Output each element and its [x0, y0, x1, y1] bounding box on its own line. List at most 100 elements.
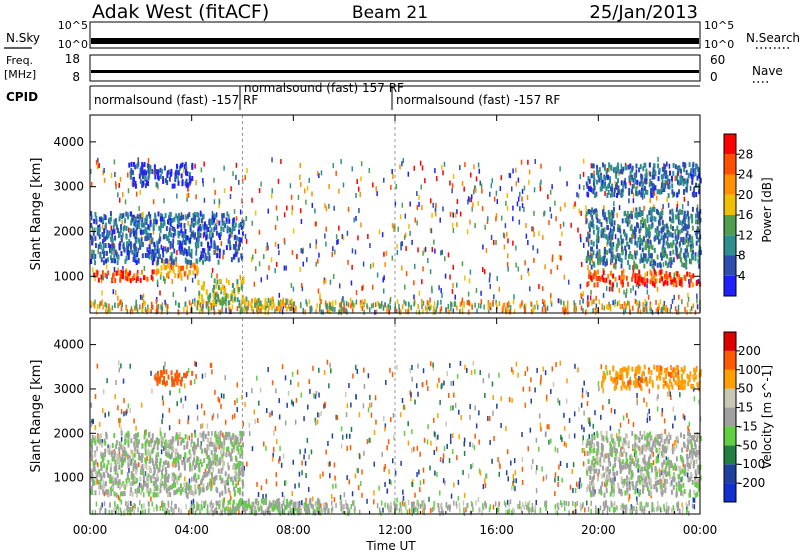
velocity-scatter-point	[446, 371, 449, 377]
velocity-scatter-point	[274, 426, 277, 432]
power-echo-cell	[597, 260, 600, 266]
velocity-ground-point	[109, 502, 111, 508]
velocity-scatter-point	[310, 449, 313, 455]
velocity-scatter-point	[327, 461, 330, 467]
power-scatter-point	[93, 303, 96, 309]
power-scatter-point	[381, 232, 384, 238]
power-scatter-point	[361, 285, 363, 291]
power-ground-point	[121, 302, 123, 308]
velocity-scatter-point	[316, 412, 319, 418]
power-echo-cell	[682, 226, 685, 232]
power-ground-point	[211, 302, 214, 308]
power-echo-cell	[589, 186, 592, 192]
power-scatter-point	[371, 284, 374, 290]
velocity-scatter-point	[229, 490, 231, 496]
power-scatter-point	[696, 304, 699, 310]
power-scatter-point	[308, 177, 311, 183]
power-echo-cell	[587, 176, 590, 182]
power-echo-cell	[646, 243, 649, 249]
power-scatter-point	[231, 232, 233, 238]
velocity-ground-point	[449, 504, 451, 510]
power-scatter-point	[399, 164, 401, 170]
velocity-scatter-point	[667, 391, 669, 397]
velocity-scatter-point	[118, 418, 120, 424]
velocity-ground-point	[643, 505, 646, 511]
power-echo-cell	[601, 210, 604, 216]
power-echo-cell	[149, 213, 152, 219]
power-scatter-point	[114, 181, 117, 187]
power-echo-cell	[177, 267, 180, 273]
velocity-ground-point	[388, 504, 391, 510]
velocity-scatter-point	[675, 487, 678, 493]
power-scatter-point	[357, 235, 359, 241]
power-scatter-point	[528, 179, 530, 185]
velocity-ground-point	[226, 505, 228, 511]
power-echo-cell	[134, 180, 137, 186]
velocity-scatter-point	[315, 391, 318, 397]
power-echo-cell	[146, 276, 149, 282]
power-scatter-point	[90, 168, 92, 174]
velocity-scatter-point	[545, 474, 548, 480]
velocity-scatter-point	[294, 419, 297, 425]
velocity-ground-point	[652, 506, 654, 512]
power-scatter-point	[506, 262, 509, 268]
power-echo-cell	[173, 248, 176, 254]
velocity-scatter-point	[469, 441, 471, 447]
power-echo-cell	[192, 270, 195, 276]
velocity-scatter-point	[661, 407, 664, 413]
velocity-scatter-point	[330, 493, 333, 499]
velocity-scatter-point	[236, 407, 238, 413]
power-echo-cell	[203, 231, 206, 237]
power-echo-cell	[650, 215, 653, 221]
power-echo-cell	[593, 185, 596, 191]
power-echo-cell	[618, 224, 621, 230]
velocity-scatter-point	[224, 419, 227, 425]
velocity-scatter-point	[622, 451, 624, 457]
power-echo-cell	[197, 242, 200, 248]
velocity-ground-point	[345, 504, 348, 510]
power-echo-cell	[617, 224, 620, 230]
power-scatter-point	[495, 216, 497, 222]
power-scatter-point	[404, 213, 407, 219]
power-ground-point	[196, 305, 198, 311]
power-scatter-point	[471, 206, 473, 212]
power-echo-cell	[93, 254, 96, 260]
power-scatter-point	[551, 254, 554, 260]
power-ground-point	[424, 305, 427, 311]
velocity-ground-point	[217, 500, 219, 506]
power-colorbar-swatch	[724, 194, 736, 215]
power-ground-point	[546, 305, 549, 311]
power-scatter-point	[314, 208, 316, 214]
power-scatter-point	[328, 184, 330, 190]
power-echo-cell	[686, 224, 689, 230]
power-echo-cell	[143, 222, 146, 228]
power-echo-cell	[183, 239, 186, 245]
velocity-scatter-point	[144, 471, 147, 477]
power-echo-cell	[678, 209, 681, 215]
velocity-scatter-point	[600, 364, 603, 370]
velocity-ground-point	[298, 506, 300, 512]
power-echo-cell	[620, 279, 623, 285]
power-echo-cell	[672, 281, 675, 287]
power-ground-point	[213, 309, 216, 315]
power-scatter-point	[202, 178, 204, 184]
power-echo-cell	[695, 182, 698, 188]
power-scatter-point	[122, 266, 124, 272]
velocity-ground-point	[475, 500, 477, 506]
velocity-ground-point	[340, 506, 342, 512]
velocity-scatter-point	[593, 432, 596, 438]
power-scatter-point	[593, 170, 595, 176]
velocity-scatter-point	[169, 390, 171, 396]
velocity-ground-point	[215, 500, 218, 506]
power-scatter-point	[164, 299, 166, 305]
velocity-scatter-point	[316, 419, 319, 425]
power-echo-cell	[182, 232, 185, 238]
velocity-ground-point	[441, 507, 443, 513]
velocity-ground-point	[214, 508, 217, 514]
power-scatter-point	[210, 272, 213, 278]
velocity-ground-point	[462, 500, 465, 506]
power-scatter-point	[306, 185, 309, 191]
power-echo-cell	[141, 170, 144, 176]
power-ground-point	[456, 305, 458, 311]
velocity-ground-point	[212, 510, 214, 516]
